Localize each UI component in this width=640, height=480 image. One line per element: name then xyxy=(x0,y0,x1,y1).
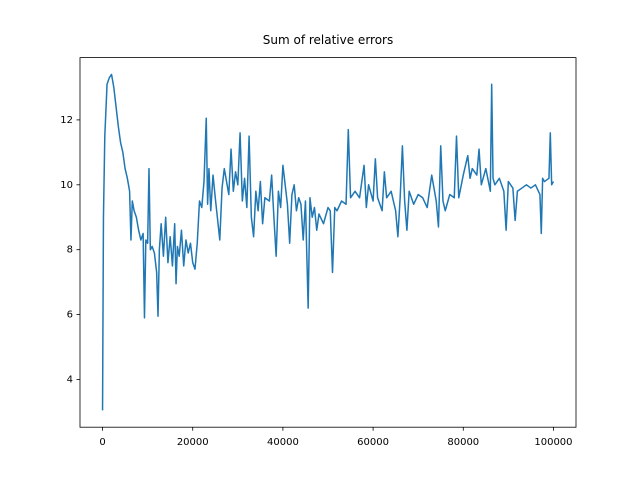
plot-frame xyxy=(79,57,577,428)
data-line xyxy=(101,73,555,411)
y-tick-label: 8 xyxy=(67,245,73,256)
x-tick-label: 100000 xyxy=(534,437,572,448)
x-tick-label: 20000 xyxy=(177,437,209,448)
x-tick-label: 60000 xyxy=(357,437,389,448)
y-tick-label: 10 xyxy=(60,180,73,191)
x-tick-label: 80000 xyxy=(447,437,479,448)
y-tick-label: 4 xyxy=(67,374,73,385)
y-tick-label: 12 xyxy=(60,115,73,126)
x-tick-label: 0 xyxy=(99,437,105,448)
y-tick-label: 6 xyxy=(67,310,73,321)
chart-title: Sum of relative errors xyxy=(263,33,394,47)
x-tick-label: 40000 xyxy=(267,437,299,448)
